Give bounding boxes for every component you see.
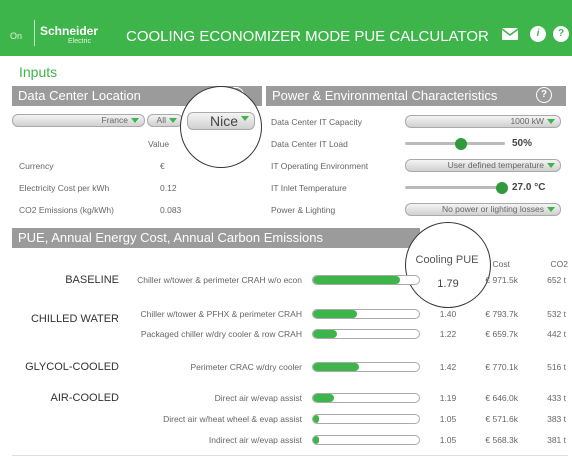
mail-icon[interactable] bbox=[502, 28, 518, 40]
pue-bar-fill bbox=[313, 436, 319, 444]
magnifier-circle bbox=[405, 222, 491, 308]
pue-value: 1.05 bbox=[439, 435, 457, 445]
power-dropdown[interactable]: 1000 kW bbox=[405, 115, 561, 128]
region-dropdown[interactable]: All bbox=[147, 114, 183, 127]
pue-bar-fill bbox=[313, 330, 338, 338]
slider-thumb[interactable] bbox=[496, 182, 508, 194]
slider-value: 50% bbox=[512, 138, 533, 149]
pue-value: 1.22 bbox=[439, 329, 457, 339]
configuration-label: Indirect air w/evap assist bbox=[208, 435, 302, 445]
power-label: Data Center IT Capacity bbox=[271, 117, 363, 127]
cost-value: € 646.0k bbox=[485, 393, 518, 403]
power-help[interactable]: ? bbox=[536, 87, 552, 103]
app-title: COOLING ECONOMIZER MODE PUE CALCULATOR bbox=[126, 28, 489, 45]
pue-value: 1.42 bbox=[439, 362, 457, 372]
pue-bar bbox=[312, 435, 420, 445]
pue-value: 1.40 bbox=[439, 309, 457, 319]
cost-value: € 971.5k bbox=[485, 275, 518, 285]
power-label: IT Operating Environment bbox=[271, 161, 369, 171]
co2-value: 433 t bbox=[547, 393, 566, 403]
configuration-label: Chiller w/tower & PFHX & perimeter CRAH bbox=[140, 309, 302, 319]
location-value: 0.12 bbox=[160, 183, 177, 193]
pue-bar-fill bbox=[313, 415, 319, 423]
pue-bar-fill bbox=[313, 276, 400, 284]
location-label: Currency bbox=[19, 161, 54, 171]
power-header: Power & Environmental Characteristics bbox=[266, 86, 566, 106]
power-dropdown[interactable]: No power or lighting losses bbox=[405, 203, 561, 216]
pue-bar bbox=[312, 329, 420, 339]
group-name: CHILLED WATER bbox=[30, 313, 119, 325]
slider-thumb[interactable] bbox=[455, 138, 467, 150]
group-name: AIR-COOLED bbox=[50, 392, 119, 404]
cost-value: € 571.6k bbox=[485, 414, 518, 424]
co2-value: 383 t bbox=[547, 414, 566, 424]
pue-value: 1.05 bbox=[439, 414, 457, 424]
co2-value: 442 t bbox=[547, 329, 566, 339]
configuration-label: Packaged chiller w/dry cooler & row CRAH bbox=[140, 329, 302, 339]
location-value: € bbox=[160, 161, 165, 171]
configuration-label: Perimeter CRAC w/dry cooler bbox=[190, 362, 302, 372]
cost-column-header: Cost bbox=[492, 259, 510, 269]
inputs-label: Inputs bbox=[19, 64, 58, 80]
configuration-label: Direct air w/heat wheel & evap assist bbox=[163, 414, 302, 424]
brand-prefix: On bbox=[10, 31, 23, 41]
power-label: Data Center IT Load bbox=[271, 139, 348, 149]
info-icon[interactable]: i bbox=[530, 26, 546, 42]
pue-column-header: Cooling PUE bbox=[415, 254, 479, 266]
cost-value: € 659.7k bbox=[485, 329, 518, 339]
pue-value: 1.19 bbox=[439, 393, 457, 403]
co2-value: 516 t bbox=[547, 362, 566, 372]
pue-bar bbox=[312, 393, 420, 403]
power-label: IT Inlet Temperature bbox=[271, 183, 347, 193]
pue-bar bbox=[312, 362, 420, 372]
value-header: Value bbox=[148, 139, 170, 149]
pue-bar-fill bbox=[313, 310, 357, 318]
co2-value: 381 t bbox=[547, 435, 566, 445]
pue-bar bbox=[312, 275, 420, 285]
group-name: BASELINE bbox=[65, 274, 119, 286]
slider-track bbox=[405, 186, 505, 189]
cost-value: € 568.3k bbox=[485, 435, 518, 445]
slider-value: 27.0 °C bbox=[512, 182, 546, 193]
header-bar bbox=[0, 0, 572, 56]
pue-bar-fill bbox=[313, 394, 334, 402]
co2-value: 532 t bbox=[547, 309, 566, 319]
brand-sub: Electric bbox=[68, 38, 91, 45]
cost-value: € 770.1k bbox=[485, 362, 518, 372]
pue-value: 1.79 bbox=[437, 278, 459, 290]
brand-divider bbox=[34, 20, 35, 46]
pue-bar-fill bbox=[313, 363, 360, 371]
brand-name: Schneider bbox=[40, 24, 99, 38]
pue-bar bbox=[312, 414, 420, 424]
power-label: Power & Lighting bbox=[271, 205, 336, 215]
footer-rule bbox=[12, 455, 568, 456]
co2-value: 652 t bbox=[547, 275, 566, 285]
location-label: Electricity Cost per kWh bbox=[19, 183, 110, 193]
group-name: GLYCOL-COOLED bbox=[25, 361, 119, 373]
help-icon[interactable]: ? bbox=[553, 26, 569, 42]
location-label: CO2 Emissions (kg/kWh) bbox=[19, 205, 114, 215]
cost-value: € 793.7k bbox=[485, 309, 518, 319]
pue-bar bbox=[312, 309, 420, 319]
configuration-label: Chiller w/tower & perimeter CRAH w/o eco… bbox=[137, 275, 302, 285]
city-dropdown[interactable]: Nice bbox=[187, 112, 255, 130]
results-header: PUE, Annual Energy Cost, Annual Carbon E… bbox=[12, 228, 420, 248]
location-value: 0.083 bbox=[160, 205, 182, 215]
co2-column-header: CO2 bbox=[550, 259, 568, 269]
configuration-label: Direct air w/evap assist bbox=[214, 393, 302, 403]
power-dropdown[interactable]: User defined temperature bbox=[405, 159, 561, 172]
country-dropdown[interactable]: France bbox=[12, 114, 145, 127]
